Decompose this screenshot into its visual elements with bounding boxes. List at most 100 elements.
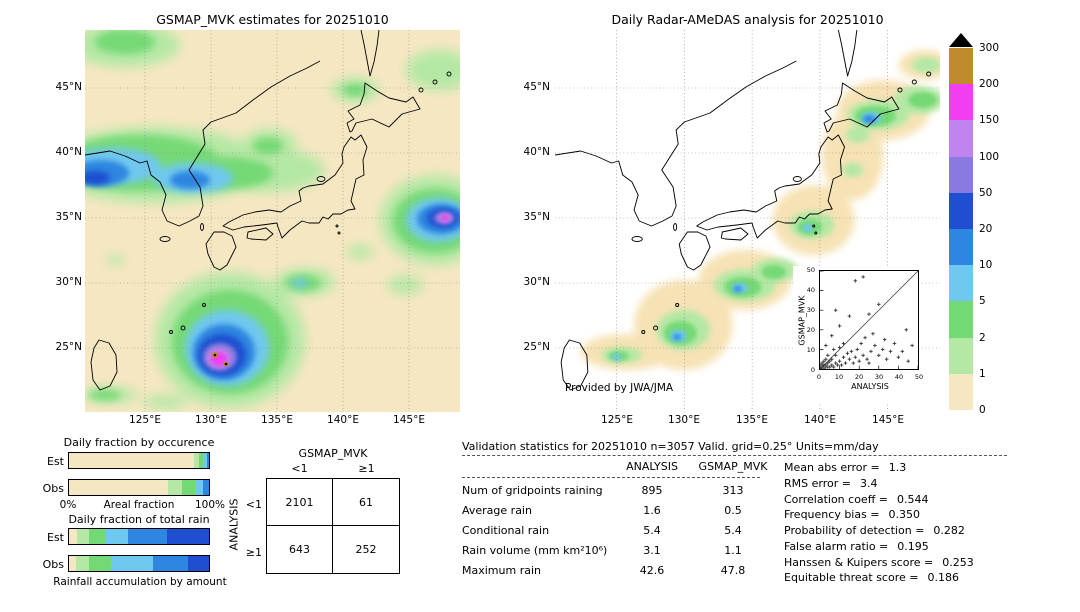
areal-axis-label: Areal fraction [103,499,175,511]
lat-tick-label: 25°N [55,341,82,353]
stats-gsmap-value: 47.8 [720,564,746,577]
stats-gsmap-value: 5.4 [724,524,742,537]
score-row: Frequency bias = 0.350 [784,508,1080,521]
score-value: 3.4 [859,477,878,490]
occurrence-est-bar [68,452,210,469]
totalrain-est-bar [68,528,210,545]
contingency-row-label: ≥1 [245,546,262,559]
radar-map-title: Daily Radar-AMeDAS analysis for 20251010 [611,12,884,27]
inset-yticks: 0 10 20 30 40 50 [806,266,815,374]
stats-col-header-analysis: ANALYSIS [626,460,678,473]
lat-tick-label: 30°N [55,276,82,288]
score-label: Mean abs error = [784,461,880,474]
contingency-cell: 643 [267,526,333,573]
score-value: 0.195 [897,540,929,553]
occurrence-est-label: Est [47,455,64,468]
score-value: 0.282 [933,524,965,537]
score-row: Probability of detection = 0.282 [784,524,1080,537]
stats-row-label: Rain volume (mm km²10⁶) [462,544,608,557]
lon-tick-label: 140°E [804,414,836,426]
inset-plot-box [819,270,919,370]
stats-col-header-gsmap: GSMAP_MVK [698,460,768,473]
colorbar-overflow-arrow-icon [949,33,973,47]
stats-row-label: Average rain [462,504,532,517]
stats-row-label: Conditional rain [462,524,550,537]
credit-text: Provided by JWA/JMA [565,382,674,394]
stats-analysis-value: 42.6 [639,564,665,577]
score-label: False alarm ratio = [784,540,889,553]
stats-gsmap-value: 1.1 [724,544,742,557]
lat-tick-label: 40°N [55,146,82,158]
score-value: 0.544 [897,493,929,506]
score-label: RMS error = [784,477,851,490]
lon-tick-label: 145°E [393,414,425,426]
radar-blue-blobs [673,115,876,340]
gsmap-map-title: GSMAP_MVK estimates for 20251010 [156,12,389,27]
score-value: 0.186 [927,571,959,584]
lat-tick-label: 45°N [55,81,82,93]
score-row: Equitable threat score = 0.186 [784,571,1080,584]
radar-map-panel: Provided by JWA/JMA GSMAP_MVK 0 10 20 30 40 5… [555,30,940,412]
colorbar-labels: 300 200 150 100 50 20 10 5 2 1 0 [979,42,1000,416]
stats-row: Conditional rain 5.4 5.4 [462,524,784,538]
contingency-cell: 252 [355,543,377,556]
score-row: Correlation coeff = 0.544 [784,493,1080,506]
score-value: 0.253 [942,556,974,569]
contingency-col-label: ≥1 [358,462,375,475]
lon-tick-label: 125°E [601,414,633,426]
lat-tick-label: 30°N [523,276,550,288]
contingency-col-title: GSMAP_MVK [298,447,368,460]
lon-tick-label: 135°E [261,414,293,426]
score-row: RMS error = 3.4 [784,477,1080,490]
lat-tick-label: 25°N [523,341,550,353]
lon-tick-label: 130°E [668,414,700,426]
inset-scatter: GSMAP_MVK 0 10 20 30 40 50 0 10 20 30 40 50 ANALYS… [793,266,924,402]
stats-analysis-value: 3.1 [643,544,661,557]
score-label: Hanssen & Kuipers score = [784,556,934,569]
inset-xticks: 0 10 20 30 40 50 [816,373,924,381]
stats-row: Average rain 1.6 0.5 [462,504,784,518]
divider [462,477,760,478]
score-label: Frequency bias = [784,508,880,521]
totalrain-obs-bar [68,555,210,572]
precip-max-dots [213,353,228,366]
contingency-row-label: <1 [245,498,262,511]
lat-tick-label: 40°N [523,146,550,158]
stats-analysis-value: 1.6 [643,504,661,517]
score-row: Hanssen & Kuipers score = 0.253 [784,556,1080,569]
lon-tick-label: 130°E [195,414,227,426]
contingency-col-label: <1 [291,462,308,475]
stats-gsmap-value: 0.5 [724,504,742,517]
divider [462,455,1007,456]
lat-tick-label: 35°N [523,211,550,223]
score-value: 1.3 [888,461,907,474]
contingency-cell: 2101 [267,479,333,526]
gsmap-precip-field [85,30,460,412]
colorbar-segments [949,48,973,410]
gsmap-map-panel [85,30,460,412]
areal-axis-min: 0% [59,499,77,511]
stats-header: Validation statistics for 20251010 n=305… [462,440,879,453]
score-value: 0.350 [888,508,921,521]
stats-row-label: Num of gridpoints raining [462,484,603,497]
totalrain-est-label: Est [47,531,64,544]
contingency-row-title: ANALYSIS [227,498,241,551]
stats-row: Num of gridpoints raining 895 313 [462,484,784,498]
stats-col-headers: ANALYSIS GSMAP_MVK [462,460,784,474]
score-label: Correlation coeff = [784,493,888,506]
score-label: Probability of detection = [784,524,925,537]
contingency-cell: 61 [333,479,399,526]
areal-axis-max: 100% [194,499,226,511]
score-row: False alarm ratio = 0.195 [784,540,1080,553]
stats-analysis-value: 5.4 [643,524,661,537]
stats-row-label: Maximum rain [462,564,541,577]
lat-tick-label: 45°N [523,81,550,93]
lon-tick-label: 140°E [327,414,359,426]
stats-row: Maximum rain 42.6 47.8 [462,564,784,578]
totalrain-caption: Rainfall accumulation by amount [53,576,227,588]
lon-tick-label: 135°E [736,414,768,426]
score-label: Equitable threat score = [784,571,919,584]
inset-xlabel: ANALYSIS [851,382,889,391]
totalrain-obs-label: Obs [42,558,64,571]
